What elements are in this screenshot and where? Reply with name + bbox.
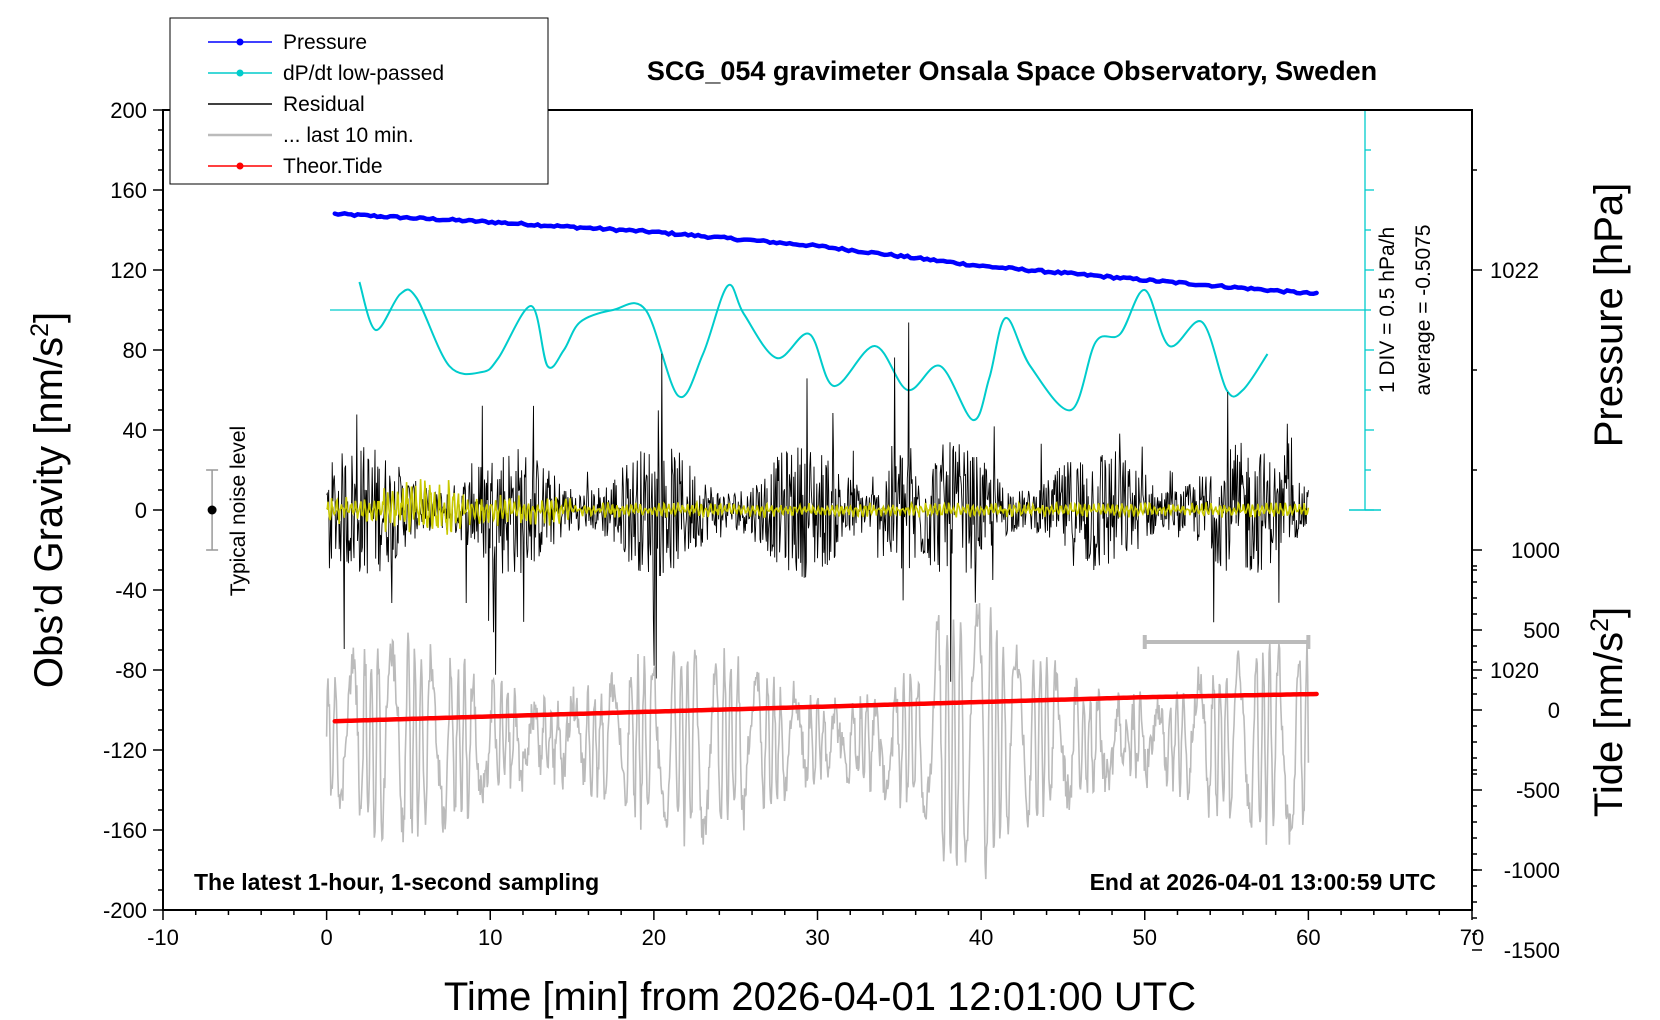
y-tick-label: 200 [110, 98, 147, 123]
y-tick-label: 120 [110, 258, 147, 283]
noise-bar-dot [207, 505, 217, 515]
legend-label-2: Residual [283, 93, 365, 116]
tide-tick-label: -1500 [1504, 938, 1560, 963]
legend-box [169, 17, 549, 185]
pressure-tick-label: 1020 [1490, 658, 1539, 683]
dpdt-average-label: average = -0.5075 [1412, 224, 1435, 395]
series-0-line [332, 210, 1319, 297]
legend: Pressure dP/dt low-passed Residual ... last… [169, 17, 549, 185]
y-tick-label: -120 [103, 738, 147, 763]
tide-axis-label-end: ] [1587, 607, 1631, 618]
tide-tick-label: -1000 [1504, 858, 1560, 883]
x-tick-label: 40 [969, 925, 993, 950]
x-tick-label: -10 [147, 925, 179, 950]
x-tick-label: 20 [642, 925, 666, 950]
y-axis-label-left: Obs’d Gravity [nm/s2] [26, 312, 71, 688]
x-tick-label: 50 [1133, 925, 1157, 950]
y-axis-label-left-sup: 2 [26, 323, 54, 337]
legend-label-0: Pressure [283, 31, 367, 54]
legend-marker-0 [236, 38, 244, 46]
y-tick-label: 80 [123, 338, 147, 363]
y-axis-label-left-main: Obs’d Gravity [nm/s [27, 337, 71, 688]
legend-marker-4 [236, 162, 244, 170]
tide-axis-label: Tide [nm/s2] [1586, 607, 1631, 817]
x-tick-label: 30 [805, 925, 829, 950]
x-tick-label: 60 [1296, 925, 1320, 950]
tide-axis-label-main: Tide [nm/s [1587, 632, 1631, 817]
y-tick-label: 0 [135, 498, 147, 523]
tide-axis-label-sup: 2 [1586, 618, 1614, 632]
tide-tick-label: 0 [1548, 698, 1560, 723]
x-tick-label: 70 [1460, 925, 1484, 950]
legend-label-4: Theor.Tide [283, 155, 383, 178]
dpdt-scale-label: 1 DIV = 0.5 hPa/h [1376, 227, 1399, 393]
x-tick-label: 0 [321, 925, 333, 950]
series-5-line [332, 691, 1319, 724]
series-1-line [358, 281, 1269, 421]
legend-label-1: dP/dt low-passed [283, 62, 444, 85]
y-tick-label: -40 [115, 578, 147, 603]
tide-tick-label: -500 [1516, 778, 1560, 803]
series-3-line [326, 479, 1310, 535]
tide-tick-label: 500 [1523, 618, 1560, 643]
y-tick-label: 40 [123, 418, 147, 443]
legend-label-3: ... last 10 min. [283, 124, 414, 147]
bottom-left-note: The latest 1-hour, 1-second sampling [194, 869, 599, 895]
pressure-tick-label: 1022 [1490, 258, 1539, 283]
y-tick-label: -80 [115, 658, 147, 683]
pressure-axis-label: Pressure [hPa] [1587, 183, 1631, 448]
series-4-line [325, 603, 1310, 880]
legend-marker-1 [236, 69, 244, 77]
y-tick-label: 160 [110, 178, 147, 203]
chart-title: SCG_054 gravimeter Onsala Space Observat… [647, 56, 1377, 86]
y-tick-label: -200 [103, 898, 147, 923]
bottom-right-note: End at 2026-04-01 13:00:59 UTC [1090, 869, 1436, 895]
x-axis-label: Time [min] from 2026-04-01 12:01:00 UTC [444, 975, 1196, 1019]
y-tick-label: -160 [103, 818, 147, 843]
noise-level-label: Typical noise level [227, 426, 250, 596]
tide-tick-label: 1000 [1511, 538, 1560, 563]
x-tick-label: 10 [478, 925, 502, 950]
y-axis-label-left-end: ] [27, 312, 71, 323]
series-2-line [326, 322, 1309, 682]
